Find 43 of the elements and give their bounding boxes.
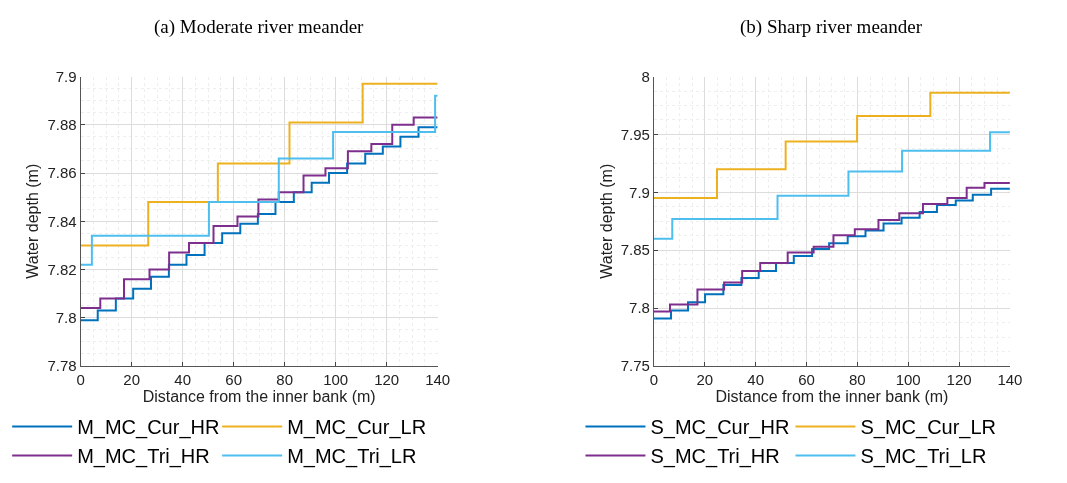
x-tick-label: 0 [76, 370, 85, 388]
x-tick-label: 20 [696, 370, 714, 388]
chart-title: (b) Sharp river meander [740, 16, 923, 38]
legend-label: S_MC_Cur_HR [650, 416, 790, 440]
x-tick-label: 0 [649, 370, 659, 388]
legend-label: M_MC_Cur_HR [77, 416, 220, 440]
x-tick-label: 80 [849, 370, 866, 388]
x-tick-label: 60 [225, 370, 242, 388]
y-tick-label: 7.95 [620, 125, 650, 143]
x-tick-label: 40 [747, 370, 764, 388]
chart-title: (a) Moderate river meander [154, 16, 365, 38]
y-tick-label: 7.85 [620, 241, 650, 259]
x-tick-label: 20 [123, 370, 140, 388]
x-tick-label: 100 [895, 370, 921, 388]
legend-label: S_MC_Tri_HR [650, 445, 780, 469]
legend-label: M_MC_Cur_LR [287, 416, 427, 440]
legend-label: M_MC_Tri_LR [287, 445, 417, 469]
y-tick-label: 7.9 [55, 67, 77, 85]
x-axis-title: Distance from the inner bank (m) [142, 387, 376, 405]
y-axis-title: Water depth (m) [597, 163, 615, 279]
y-tick-label: 7.8 [55, 308, 77, 326]
legend-label: S_MC_Tri_LR [860, 445, 987, 469]
x-tick-label: 80 [276, 370, 293, 388]
y-tick-label: 7.84 [47, 212, 77, 230]
x-tick-label: 140 [997, 370, 1023, 388]
x-tick-label: 40 [174, 370, 191, 388]
y-tick-label: 7.82 [47, 260, 77, 278]
x-axis-title: Distance from the inner bank (m) [715, 387, 949, 405]
y-tick-label: 7.78 [47, 357, 77, 375]
legend-label: S_MC_Cur_LR [860, 416, 997, 440]
y-tick-label: 7.86 [47, 164, 77, 182]
x-tick-label: 120 [374, 370, 400, 388]
y-tick-label: 8 [641, 67, 650, 85]
y-axis-title: Water depth (m) [24, 163, 42, 279]
x-tick-label: 60 [798, 370, 815, 388]
legend-label: M_MC_Tri_HR [77, 445, 210, 469]
x-tick-label: 100 [323, 370, 349, 388]
y-tick-label: 7.75 [620, 357, 650, 375]
y-tick-label: 7.9 [629, 183, 650, 201]
y-tick-label: 7.8 [629, 299, 650, 317]
x-tick-label: 140 [425, 370, 451, 388]
y-tick-label: 7.88 [47, 116, 77, 134]
x-tick-label: 120 [946, 370, 972, 388]
